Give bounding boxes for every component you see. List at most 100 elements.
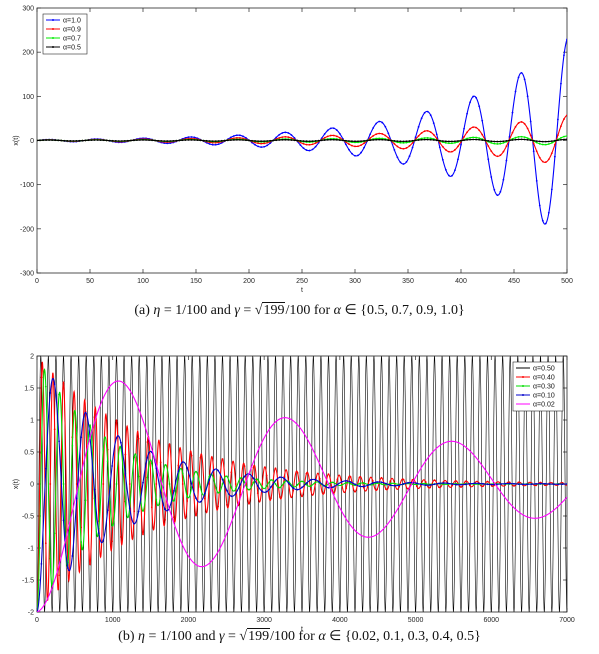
series-point (136, 139, 138, 142)
series-point (168, 483, 171, 485)
series-point (466, 137, 468, 140)
series-point (354, 483, 356, 486)
series-point (402, 140, 405, 143)
series-point (102, 448, 105, 451)
series-point (296, 139, 299, 142)
series-point (305, 143, 308, 146)
series-point (329, 134, 332, 137)
series-point (423, 138, 426, 141)
series-point (357, 154, 359, 157)
series-point (376, 481, 378, 483)
y-tick-label: 0.5 (24, 450, 34, 457)
series-point (517, 138, 520, 141)
series-point (366, 139, 369, 142)
series-point (420, 117, 423, 120)
series-point (63, 139, 66, 142)
series-point (71, 555, 74, 557)
series-point (199, 456, 202, 459)
series-point (371, 483, 374, 486)
series-point (360, 151, 362, 154)
series-point (472, 136, 475, 139)
series-point (308, 140, 311, 143)
series-point (299, 139, 302, 142)
series-point (473, 482, 476, 485)
series-point (332, 138, 335, 141)
series-point (475, 136, 478, 139)
legend-marker (52, 19, 54, 21)
y-tick-label: 1.5 (24, 386, 34, 393)
series-point (402, 483, 405, 485)
series-point (242, 139, 244, 141)
series-point (541, 143, 544, 146)
series-point (290, 137, 293, 139)
series-point (178, 139, 181, 142)
series-point (163, 140, 166, 142)
series-point (329, 138, 332, 141)
series-point (75, 432, 78, 435)
series-point (514, 90, 517, 93)
y-tick-label: -300 (20, 271, 34, 278)
series-point (309, 488, 312, 491)
series-point (260, 146, 263, 148)
x-tick-label: 450 (508, 278, 520, 285)
series-point (523, 136, 526, 139)
series-point (202, 139, 205, 142)
series-point (205, 139, 208, 142)
series-point (405, 141, 408, 144)
series-point (142, 481, 144, 484)
series-point (193, 139, 196, 141)
series-point (354, 145, 356, 148)
series-point (186, 467, 189, 469)
series-point (62, 519, 65, 522)
series-point (137, 510, 140, 513)
series-point (287, 132, 290, 134)
series-point (544, 484, 546, 487)
series-point (508, 482, 511, 485)
series-point (523, 78, 526, 81)
series-point (505, 145, 508, 148)
series-point (314, 145, 317, 148)
series-point (284, 135, 287, 138)
series-point (293, 139, 296, 142)
series-point (398, 484, 401, 487)
series-point (405, 147, 408, 149)
series-point (309, 479, 312, 481)
series-point (457, 140, 459, 142)
series-point (511, 139, 514, 141)
series-point (62, 483, 65, 485)
series-point (270, 497, 272, 500)
series-point (220, 139, 223, 142)
series-point (252, 466, 255, 469)
series-group (37, 38, 567, 225)
series-point (357, 140, 359, 143)
y-tick-label: -200 (20, 226, 34, 233)
series-point (263, 145, 266, 148)
x-axis-label: t (301, 626, 303, 633)
series-point (111, 465, 113, 467)
series-point (278, 139, 281, 141)
series-point (323, 491, 325, 494)
legend-marker (52, 37, 54, 39)
series-point (195, 470, 197, 473)
series-point (208, 479, 211, 481)
series-point (243, 465, 246, 468)
series-point (348, 143, 350, 145)
series-point (181, 461, 184, 463)
series-point (402, 163, 405, 165)
series-point (408, 145, 411, 147)
series-point (139, 139, 141, 141)
series-point (362, 485, 365, 488)
series-point (526, 138, 529, 141)
series-point (455, 483, 458, 486)
series-point (203, 497, 206, 500)
series-point (336, 483, 339, 486)
y-tick-label: -100 (20, 182, 34, 189)
series-point (481, 119, 484, 122)
series-point (380, 476, 383, 479)
y-tick-label: 1 (30, 418, 34, 425)
series-point (155, 483, 158, 485)
series-point (381, 133, 384, 135)
series-point (472, 138, 475, 141)
series-point (281, 132, 284, 134)
series-point (214, 140, 217, 143)
